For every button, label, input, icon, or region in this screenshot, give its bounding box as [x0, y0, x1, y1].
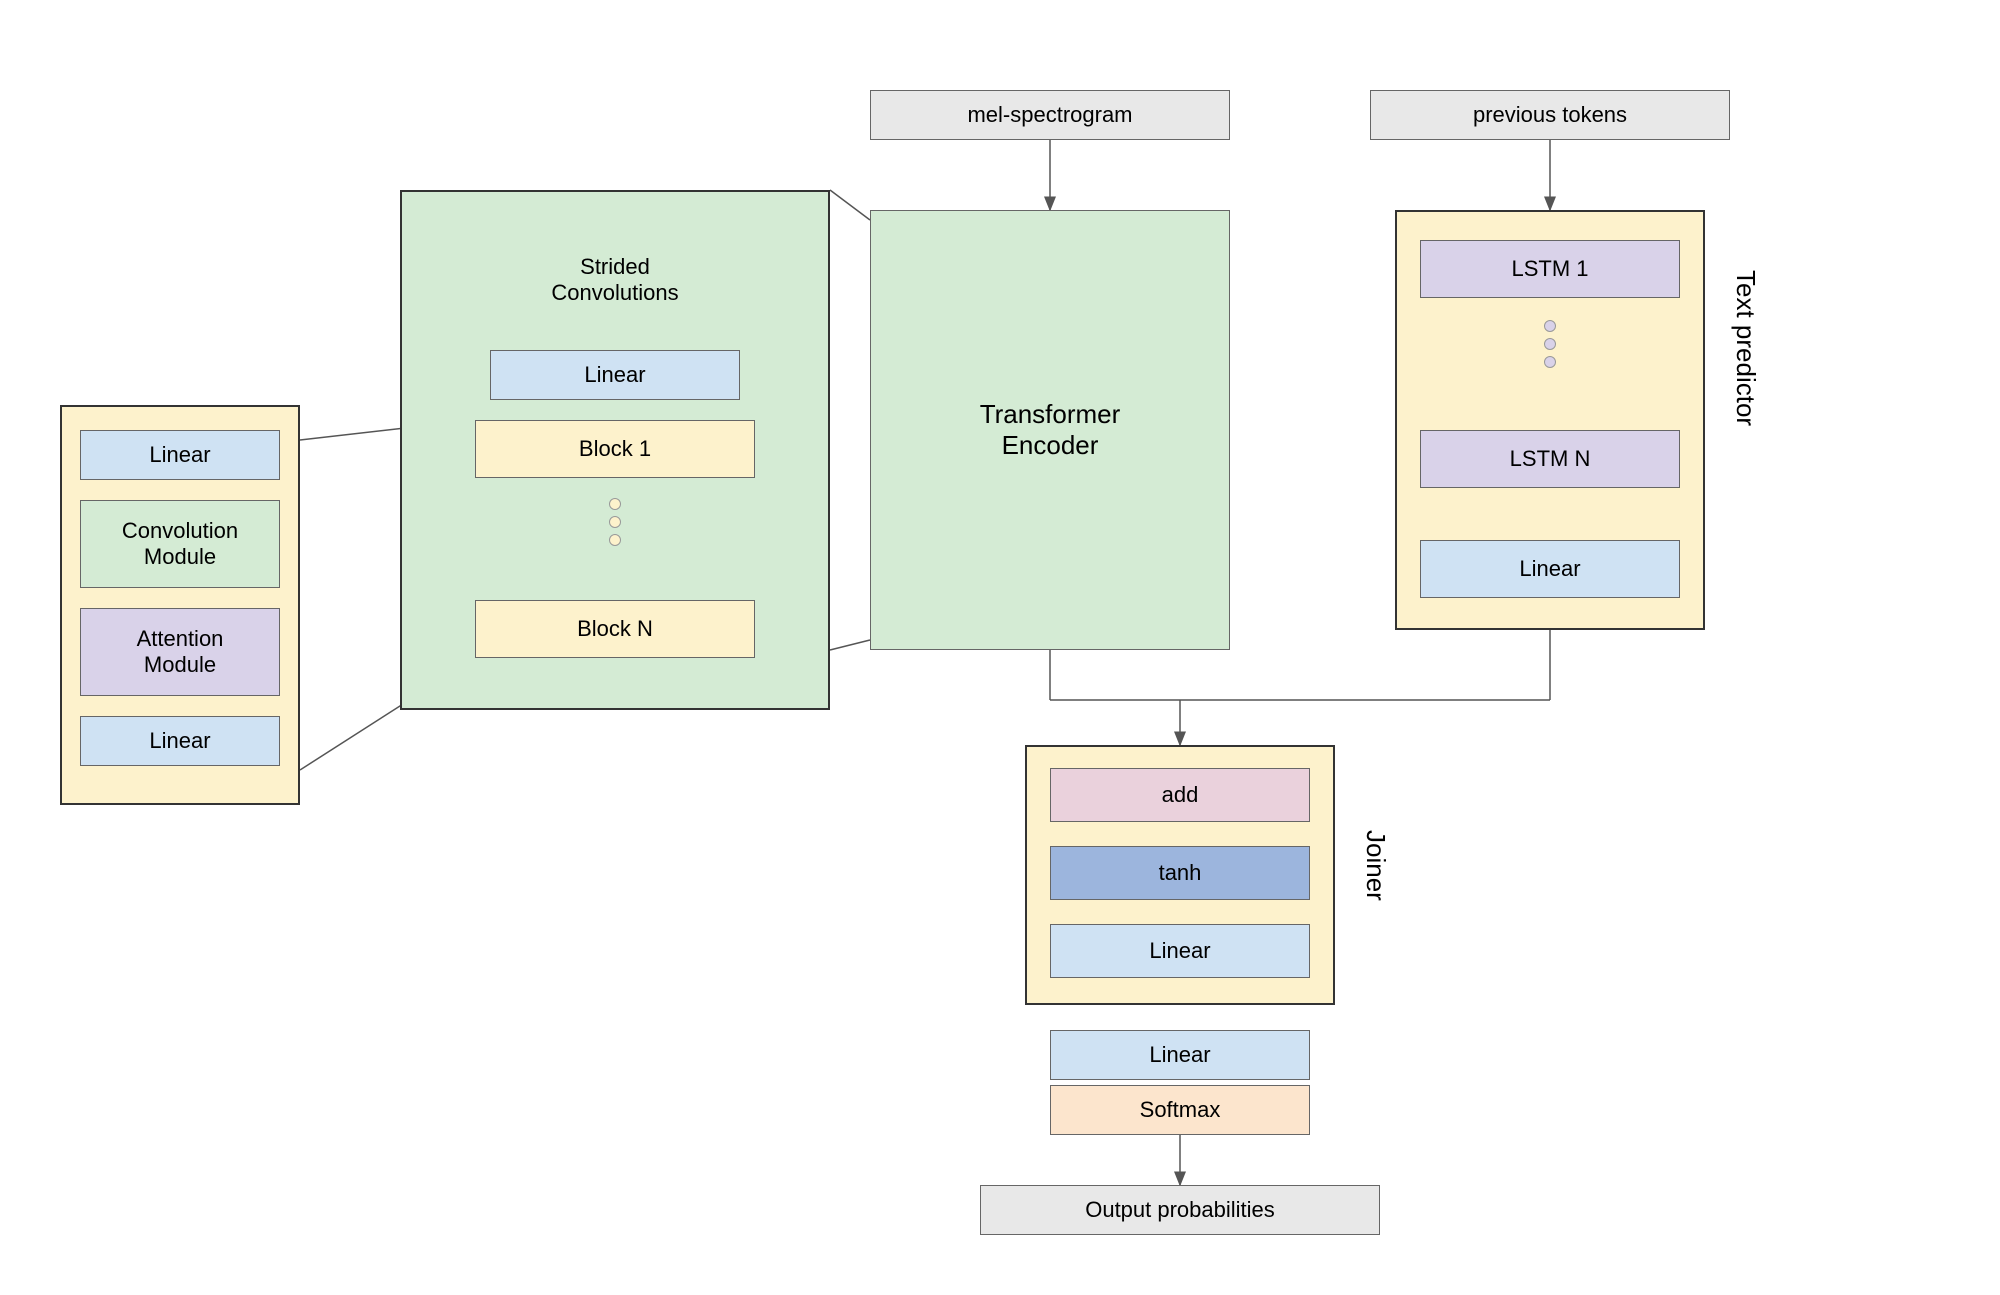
- ellipsis-dots: [609, 498, 621, 546]
- encoder-block-1: Block 1: [475, 420, 755, 478]
- linear-layer: Linear: [1050, 1030, 1310, 1080]
- strided-conv-label: StridedConvolutions: [430, 235, 800, 325]
- add-op: add: [1050, 768, 1310, 822]
- ellipsis-dots: [1544, 320, 1556, 368]
- attention-module: AttentionModule: [80, 608, 280, 696]
- text-predictor-label: Text predictor: [1730, 270, 1761, 426]
- encoder-block-n: Block N: [475, 600, 755, 658]
- convolution-module: ConvolutionModule: [80, 500, 280, 588]
- lstm-n: LSTM N: [1420, 430, 1680, 488]
- linear-layer: Linear: [80, 716, 280, 766]
- previous-tokens-input: previous tokens: [1370, 90, 1730, 140]
- linear-layer: Linear: [1420, 540, 1680, 598]
- output-probabilities: Output probabilities: [980, 1185, 1380, 1235]
- linear-layer: Linear: [80, 430, 280, 480]
- transformer-encoder: TransformerEncoder: [870, 210, 1230, 650]
- mel-spectrogram-input: mel-spectrogram: [870, 90, 1230, 140]
- linear-layer: Linear: [1050, 924, 1310, 978]
- softmax: Softmax: [1050, 1085, 1310, 1135]
- tanh-op: tanh: [1050, 846, 1310, 900]
- joiner-label: Joiner: [1360, 830, 1391, 901]
- lstm-1: LSTM 1: [1420, 240, 1680, 298]
- linear-layer: Linear: [490, 350, 740, 400]
